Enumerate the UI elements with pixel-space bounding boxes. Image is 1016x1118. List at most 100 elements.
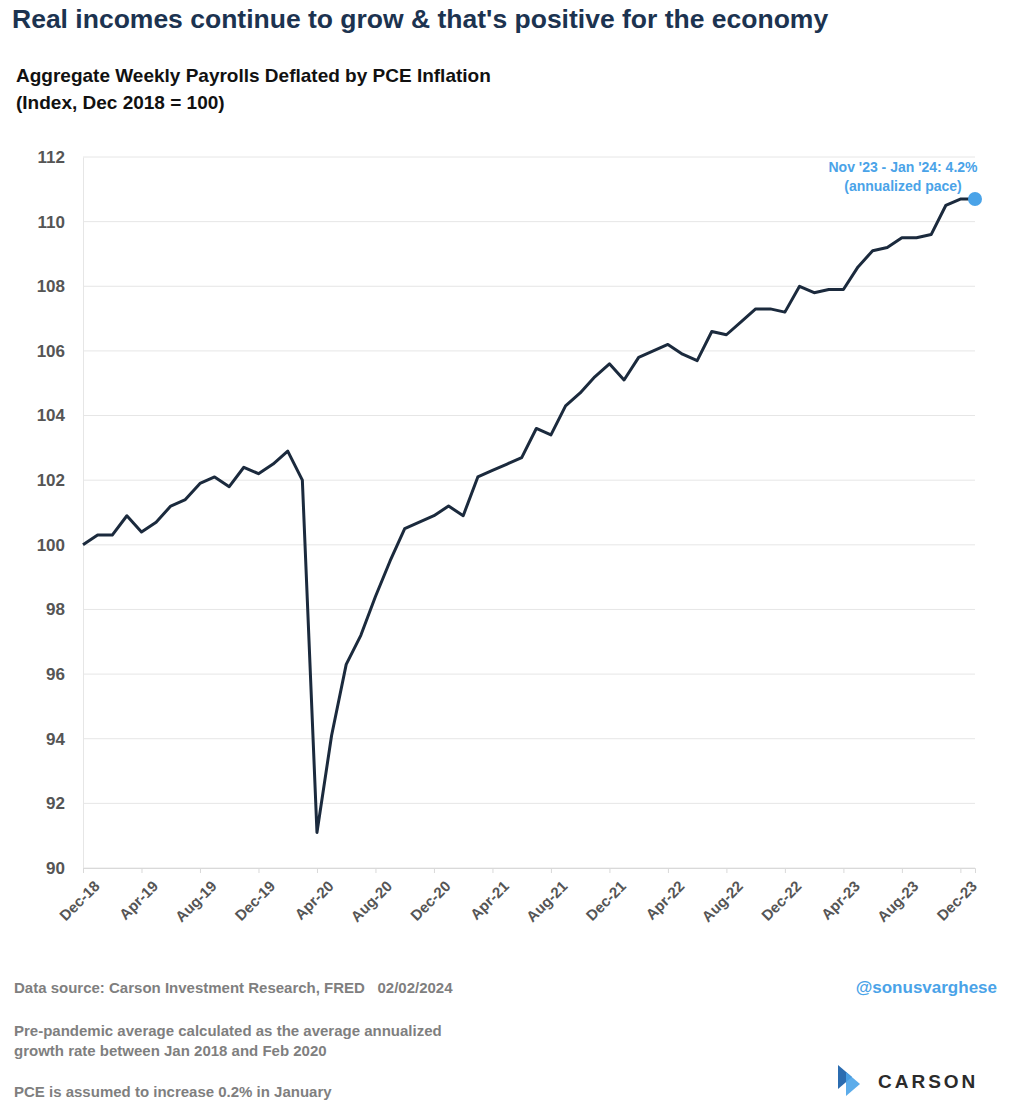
grid-line (83, 415, 975, 416)
x-tick-label: Dec-20 (407, 877, 454, 924)
x-tick-label: Apr-23 (817, 877, 863, 923)
x-tick-label: Dec-21 (582, 877, 629, 924)
x-tick-label: Aug-20 (347, 877, 395, 925)
x-tick: Aug-20 (347, 868, 395, 925)
x-tick-label: Dec-19 (231, 877, 278, 924)
x-tick: Dec-21 (582, 868, 629, 924)
y-axis-line (83, 158, 84, 869)
grid-line (83, 738, 975, 739)
y-axis: 90 92 94 96 98 100 102 104 106 108 110 112 (37, 148, 84, 878)
footnote: Pre-pandemic average calculated as the a… (14, 1022, 442, 1039)
footnote: PCE is assumed to increase 0.2% in Janua… (14, 1083, 332, 1100)
annotation: (annualized pace) (844, 178, 961, 194)
y-tick-label: 102 (37, 471, 65, 490)
x-tick: Apr-22 (642, 868, 688, 923)
grid-line (83, 609, 975, 610)
source: Data source: Carson Investment Research,… (14, 979, 453, 996)
x-tick-mark (668, 868, 669, 873)
y-tick: 110 (38, 213, 83, 232)
subtitle: Aggregate Weekly Payrolls Deflated by PC… (16, 65, 491, 86)
x-tick: Apr-21 (467, 868, 513, 923)
grid-line (83, 803, 975, 804)
x-tick-mark (317, 868, 318, 873)
grid-line (83, 221, 975, 222)
y-tick-label: 108 (37, 277, 65, 296)
x-tick: Apr-19 (116, 868, 162, 923)
annotation: Nov '23 - Jan '24: 4.2% (828, 159, 978, 175)
logo: CARSON (838, 1065, 978, 1096)
x-tick: Dec-19 (231, 868, 278, 924)
chart: Real incomes continue to grow & that's p… (0, 0, 1016, 1118)
grid (83, 157, 975, 868)
x-tick-mark (200, 868, 201, 873)
x-tick-mark (609, 868, 610, 873)
line (83, 199, 975, 832)
subtitle: (Index, Dec 2018 = 100) (16, 92, 225, 113)
y-tick-label: 94 (46, 730, 65, 749)
x-tick-label: Apr-21 (467, 877, 513, 923)
y-tick-label: 100 (37, 536, 65, 555)
y-tick: 112 (38, 148, 83, 167)
annotation-marker (968, 192, 982, 206)
x-tick-label: Apr-22 (642, 877, 688, 923)
x-tick: Dec-22 (758, 868, 805, 924)
x-tick: Aug-23 (874, 868, 922, 925)
x-tick-mark (902, 868, 903, 873)
x-tick: Aug-22 (698, 868, 746, 925)
x-tick-mark (726, 868, 727, 873)
y-tick: 94 (46, 730, 83, 749)
y-tick: 104 (37, 406, 83, 425)
title: Real incomes continue to grow & that's p… (12, 4, 828, 34)
x-tick: Dec-18 (56, 868, 103, 924)
x-tick: Aug-21 (523, 868, 571, 925)
grid-line (83, 350, 975, 351)
y-tick-label: 112 (38, 148, 65, 167)
logo-icon (846, 1072, 860, 1096)
grid-line (83, 157, 975, 158)
y-tick: 92 (46, 794, 83, 813)
x-axis-line (84, 869, 976, 874)
x-tick: Apr-23 (817, 868, 863, 923)
x-tick-label: Aug-19 (172, 877, 220, 925)
footnote: growth rate between Jan 2018 and Feb 202… (14, 1042, 327, 1059)
x-tick: Dec-20 (407, 868, 454, 924)
x-tick-label: Aug-23 (874, 877, 922, 925)
logo-text: CARSON (878, 1071, 978, 1092)
y-tick: 106 (37, 342, 83, 361)
x-tick-mark (785, 868, 786, 873)
y-tick: 90 (46, 859, 83, 878)
y-tick: 100 (37, 536, 83, 555)
x-tick-label: Dec-22 (758, 877, 805, 924)
y-tick-label: 106 (37, 342, 65, 361)
y-tick: 102 (37, 471, 83, 490)
x-tick-label: Apr-19 (116, 877, 162, 923)
x-tick-label: Dec-23 (933, 877, 980, 924)
x-axis: Dec-18 Apr-19Aug-19Dec-19 Apr-20Aug-20 Dec-… (56, 868, 980, 925)
y-tick: 98 (46, 600, 83, 619)
x-tick: Aug-19 (172, 868, 220, 925)
y-tick: 108 (37, 277, 83, 296)
x-tick-mark (960, 868, 961, 873)
x-tick-mark (434, 868, 435, 873)
plot-area (83, 192, 982, 832)
x-tick-label: Aug-21 (523, 877, 571, 925)
x-tick: Apr-20 (291, 868, 337, 923)
y-tick-label: 104 (37, 406, 66, 425)
x-tick-label: Dec-18 (56, 877, 103, 924)
x-tick-mark (258, 868, 259, 873)
grid-line (83, 286, 975, 287)
handle: @sonusvarghese (856, 978, 997, 997)
x-tick-mark (551, 868, 552, 873)
y-tick-label: 90 (46, 859, 65, 878)
x-tick-mark (83, 868, 84, 873)
grid-line (83, 674, 975, 675)
grid-line (83, 544, 975, 545)
x-tick-mark (492, 868, 493, 873)
y-tick-label: 98 (46, 600, 65, 619)
y-tick: 96 (46, 665, 83, 684)
x-tick-mark (141, 868, 142, 873)
y-tick-label: 96 (46, 665, 65, 684)
y-tick-label: 92 (46, 794, 65, 813)
y-tick-label: 110 (38, 213, 65, 232)
x-tick: Dec-23 (933, 868, 980, 924)
